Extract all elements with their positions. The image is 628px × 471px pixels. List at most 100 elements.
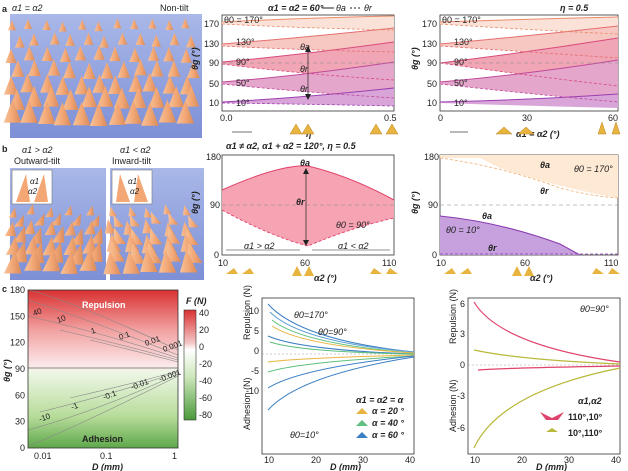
legend-item: α = 20 ° [372,406,404,416]
cone-shape [23,18,32,29]
cone-shape [14,35,25,48]
x-tick: 60 [608,113,618,123]
cone-shape [169,32,180,46]
outward-title: α1 > α2 [22,145,53,155]
cone-shape [141,102,159,126]
cone-shape [41,46,53,62]
marker-theta-a: θa [300,42,310,52]
panel-b-plot1-xlabel: α2 (°) [314,273,337,283]
y-tick: 90 [427,58,437,68]
outward-subtitle: Outward-tilt [14,156,61,166]
panel-b: b α1 > α2 Outward-tilt α1 < α2 Inward-ti… [2,141,620,283]
annot-theta0-10: θ0 = 10° [446,225,480,235]
cone-shape [188,215,199,228]
panel-a: a α1 = α2 Non-tilt [2,3,621,139]
panel-a-label: a [2,4,8,14]
cone-shape [113,18,122,29]
legend-receding: θr [364,3,373,13]
theta0-label: 130° [454,37,473,47]
panel-a-plot1-header: α1 = α2 = 60° [268,3,324,13]
y-tick: 10 [249,306,259,316]
annot-outward: α1 > α2 [244,241,275,251]
cone-shape [51,226,65,243]
legend-swatch [356,420,368,426]
y-tick: 5 [254,326,259,336]
cone-shape [108,101,127,125]
cone-shape [7,20,16,31]
y-tick: -6 [457,423,465,433]
x-tick: 30 [564,455,574,465]
cone-shape [108,240,125,262]
tilt-shape-icons [444,266,620,276]
contour-label: 1 [90,326,98,336]
y-tick: 30 [15,417,25,427]
colorbar-tick: -60 [199,393,212,403]
x-tick: 10 [470,455,480,465]
y-tick: 90 [209,58,219,68]
cone-shape [165,240,182,262]
cone-shape [20,99,38,123]
legend-swatch [356,432,368,438]
panel-a-plot2-ylabel: θg (°) [410,47,420,70]
cone-shape [148,86,165,108]
cone-shape [26,85,43,107]
x-tick: 0.1 [100,451,113,461]
x-tick: 0.01 [34,451,52,461]
cone-shape [45,207,54,218]
plot3-ylabel-bottom: Adhesion (N) [448,379,458,432]
cone-shape [74,45,86,61]
cone-shape [128,206,137,217]
legend-item: 110°,10° [568,412,603,422]
theta0-label: 90° [454,57,468,67]
cone-shape [29,33,39,46]
cone-shape [81,86,98,108]
cone-shape [42,20,51,31]
annot-theta-a: θa [540,160,550,170]
y-ticks: 10 50 90 130 170 [422,19,437,108]
annot-theta-r: θr [296,197,305,207]
panel-a-plot2 [439,14,619,112]
cone-shape [89,214,100,227]
panel-c-plot3 [467,297,621,455]
cone-shape [176,100,195,124]
cone-shape [89,227,103,244]
cone-shape [49,32,60,45]
contour-label: 10 [56,313,68,325]
cone-shape [3,99,22,123]
region-repulsion: Repulsion [82,300,126,310]
cone-shape [100,61,114,79]
inset-alpha1: α1 [128,177,137,186]
cone-shape [148,18,157,29]
cone-shape [167,60,181,77]
inset-alpha1: α1 [30,177,39,186]
cone-shape [129,47,141,63]
y-tick: 0 [432,250,437,260]
cone-shape [181,221,193,236]
cone-shape-icons [232,123,399,135]
x-tick: 110 [382,258,396,268]
inset-alpha2: α2 [130,187,140,196]
cone-shape [168,212,179,225]
cone-shape [38,100,56,124]
y-tick: 130 [422,39,437,49]
plot2-xlabel: D (mm) [330,462,361,471]
cone-shape [28,59,41,77]
colorbar-tick: -80 [199,410,212,420]
legend-item: α = 40 ° [372,418,404,428]
y-tick: 90 [15,364,25,374]
panel-b-plot1 [221,154,395,256]
colorbar [183,309,197,421]
panel-a-image-title-left: α1 = α2 [12,3,43,13]
marker-theta-r: θr [300,64,309,74]
plot2-legend-title: α1 = α2 = α [356,395,404,405]
x-tick: 40 [611,455,621,465]
x-tick: 20 [311,455,321,465]
cone-shape [23,45,35,61]
panel-b-plot2-xlabel: α2 (°) [530,273,553,283]
cone-shape [62,88,79,110]
y-tick: 180 [206,152,221,162]
y-tick: 170 [204,19,219,29]
cone-shape [82,62,96,80]
cone-shape [59,47,71,63]
cone-shape [63,61,76,79]
